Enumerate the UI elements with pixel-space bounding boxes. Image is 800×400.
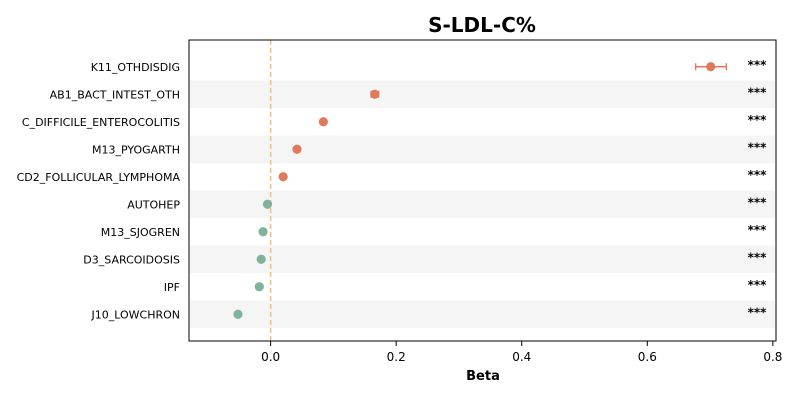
significance-label: ***: [748, 278, 768, 292]
x-tick-label: 0.4: [512, 350, 531, 364]
row-band: [190, 190, 775, 218]
x-tick-label: 0.0: [261, 350, 280, 364]
beta-point: [254, 282, 264, 292]
beta-point: [292, 144, 302, 154]
beta-point: [262, 199, 273, 209]
significance-label: ***: [748, 58, 768, 72]
category-label: C_DIFFICILE_ENTEROCOLITIS: [22, 116, 180, 129]
category-label: IPF: [164, 281, 180, 294]
beta-point: [256, 254, 266, 264]
data-points: [233, 62, 728, 319]
significance-labels: *** *** *** *** *** *** *** *** *** ***: [748, 58, 768, 320]
beta-point: [370, 89, 380, 99]
category-label: M13_SJOGREN: [101, 226, 180, 239]
plot-frame: [188, 39, 777, 342]
row-bands: [190, 80, 775, 328]
significance-label: ***: [748, 250, 768, 264]
category-label: AB1_BACT_INTEST_OTH: [50, 88, 180, 101]
x-axis: 0.0 0.2 0.4 0.6 0.8: [261, 341, 782, 364]
beta-point: [258, 227, 268, 237]
significance-label: ***: [748, 140, 768, 154]
x-axis-label: Beta: [466, 369, 500, 384]
category-label: D3_SARCOIDOSIS: [83, 253, 180, 266]
significance-label: ***: [748, 223, 768, 237]
x-tick-label: 0.6: [638, 350, 657, 364]
row-band: [190, 300, 775, 328]
category-label: M13_PYOGARTH: [92, 143, 180, 156]
significance-label: ***: [748, 113, 768, 127]
significance-label: ***: [748, 85, 768, 99]
category-label: AUTOHEP: [127, 198, 180, 211]
category-labels: K11_OTHDISDIG AB1_BACT_INTEST_OTH C_DIFFIC…: [17, 61, 181, 322]
category-label: J10_LOWCHRON: [91, 308, 181, 321]
row-band: [190, 80, 775, 108]
x-tick-label: 0.8: [763, 350, 782, 364]
category-label: CD2_FOLLICULAR_LYMPHOMA: [17, 171, 181, 184]
row-band: [190, 135, 775, 163]
significance-label: ***: [748, 168, 768, 182]
chart-title: S-LDL-C%: [428, 13, 536, 37]
significance-label: ***: [748, 305, 768, 319]
beta-point: [318, 117, 328, 127]
significance-label: ***: [748, 195, 768, 209]
beta-point: [233, 309, 243, 319]
beta-point: [278, 172, 288, 182]
category-label: K11_OTHDISDIG: [91, 61, 180, 74]
x-tick-label: 0.2: [387, 350, 406, 364]
row-band: [190, 245, 775, 273]
beta-point: [706, 62, 716, 72]
